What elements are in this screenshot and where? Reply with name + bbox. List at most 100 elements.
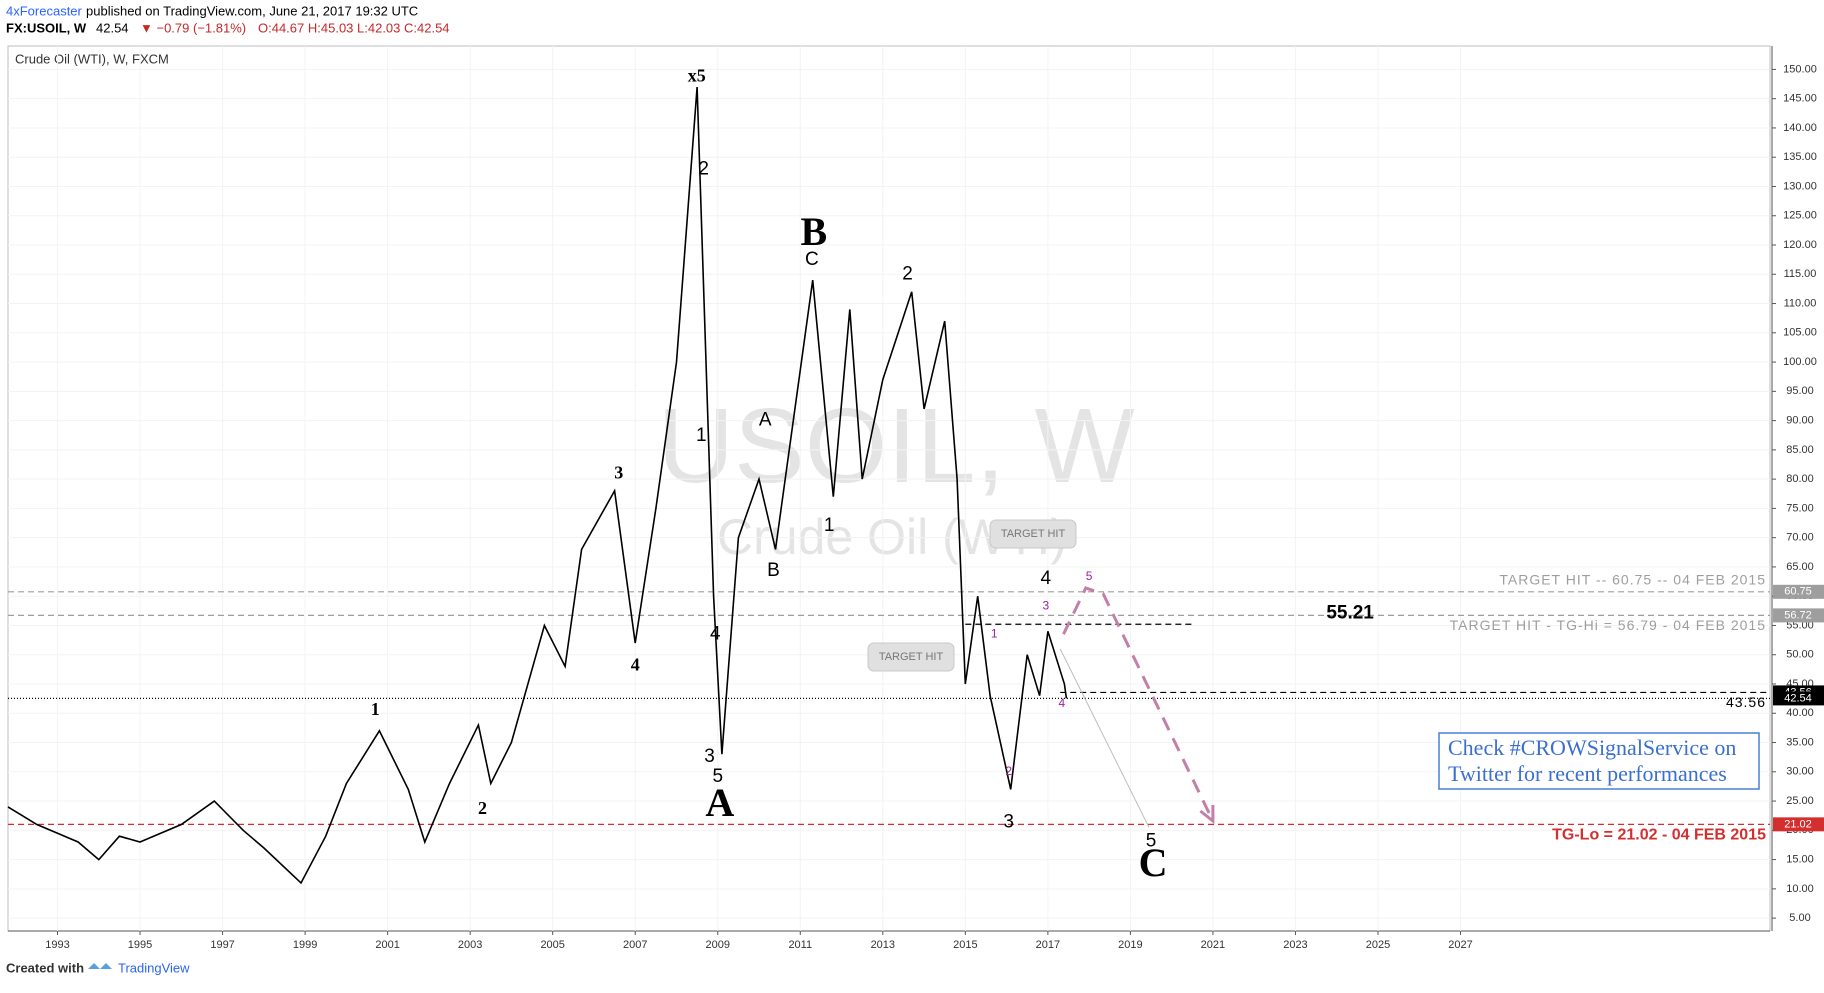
wave-label: 2 (902, 263, 913, 284)
price-box-label: 60.75 (1784, 586, 1812, 598)
y-tick-label: 15.00 (1786, 853, 1814, 865)
y-tick-label: 70.00 (1786, 532, 1814, 544)
price-box-label: 56.72 (1784, 609, 1812, 621)
y-tick-label: 115.00 (1784, 268, 1817, 280)
y-tick-label: 125.00 (1783, 210, 1817, 222)
x-tick-label: 2013 (871, 939, 895, 951)
wave-label: C (805, 249, 819, 270)
y-tick-label: 65.00 (1786, 561, 1814, 573)
wave-label: 5 (1086, 569, 1093, 583)
wave-label: 3 (614, 463, 623, 483)
ohlc: O:44.67 H:45.03 L:42.03 C:42.54 (258, 20, 450, 35)
x-tick-label: 2007 (623, 939, 647, 951)
wave-label: 3 (1042, 598, 1049, 612)
projection (1059, 648, 1150, 828)
wave-label: 5 (712, 766, 723, 787)
wave-label: 1 (371, 699, 380, 719)
wave-label: 4 (1059, 696, 1066, 710)
callout-box (867, 642, 955, 672)
change: ▼ −0.79 (−1.81%) (140, 20, 246, 35)
price-box (1773, 817, 1824, 832)
note-wrap: Check #CROWSignalService on Twitter for … (1448, 735, 1737, 786)
y-tick-label: 150.00 (1783, 63, 1817, 75)
note-box (1438, 732, 1760, 790)
y-tick-label: 80.00 (1786, 473, 1814, 485)
callout: TARGET HIT (1001, 528, 1066, 540)
y-tick-label: 75.00 (1786, 502, 1814, 514)
x-tick-label: 2027 (1448, 939, 1472, 951)
price-box (1773, 608, 1824, 623)
symbol: FX:USOIL, W (6, 20, 87, 35)
y-tick-label: 5.00 (1789, 912, 1810, 924)
wave-label: A (705, 780, 734, 825)
wave-label: 4 (1041, 568, 1052, 589)
wave-label: 4 (631, 655, 640, 675)
level-label: TARGET HIT -- 60.75 -- 04 FEB 2015 (1499, 572, 1766, 588)
level-label: TARGET HIT - TG-Hi = 56.79 - 04 FEB 2015 (1450, 617, 1766, 633)
wave-label: B (767, 560, 780, 581)
wave-label: C (1139, 840, 1168, 885)
wave-label: 2 (698, 159, 709, 180)
callout: TARGET HIT (879, 651, 944, 663)
footer-logo (88, 963, 112, 969)
plot-layer: 1993 1995 1997 1999 2001 2003 2005 2007 2009 2011… (7, 46, 1824, 951)
note: Check #CROWSignalService on Twitter for … (1448, 735, 1737, 786)
y-tick-label: 130.00 (1783, 180, 1817, 192)
x-tick-label: 2009 (706, 939, 730, 951)
chart-title: Crude Oil (WTI), W, FXCM (15, 51, 169, 66)
projection (1062, 586, 1215, 822)
wave-label: 1 (696, 425, 707, 446)
y-tick-label: 50.00 (1786, 649, 1814, 661)
wave-label: 1 (991, 626, 998, 640)
x-tick-label: 2021 (1201, 939, 1225, 951)
y-tick-label: 140.00 (1783, 122, 1817, 134)
x-tick-label: 1995 (128, 939, 152, 951)
last-price: 42.54 (96, 20, 129, 35)
wave-label: 1 (824, 515, 835, 536)
wave-label: 2 (1005, 764, 1012, 778)
wave-label: 3 (704, 746, 715, 767)
watermark: USOIL, W (657, 387, 1134, 505)
y-tick-label: 25.00 (1786, 795, 1814, 807)
x-tick-label: 2019 (1118, 939, 1142, 951)
y-tick-label: 85.00 (1786, 444, 1814, 456)
wave-label: B (801, 209, 828, 254)
callout-box (989, 519, 1077, 549)
x-tick-label: 2011 (788, 939, 812, 951)
y-tick-label: 90.00 (1786, 415, 1814, 427)
wave-label: A (759, 410, 772, 431)
published: published on TradingView.com, June 21, 2… (86, 3, 418, 18)
y-tick-label: 145.00 (1783, 93, 1817, 105)
y-tick-label: 35.00 (1786, 736, 1814, 748)
y-tick-label: 10.00 (1786, 883, 1814, 895)
projection-arrow (1199, 805, 1215, 825)
level-label: 55.21 (1326, 602, 1374, 623)
y-tick-label: 120.00 (1783, 239, 1817, 251)
x-tick-label: 2015 (953, 939, 977, 951)
level-label: 43.56 (1726, 694, 1766, 710)
x-tick-label: 1999 (293, 939, 317, 951)
y-tick-label: 105.00 (1783, 327, 1817, 339)
price-box (1773, 584, 1824, 599)
y-tick-label: 30.00 (1786, 766, 1814, 778)
y-tick-label: 135.00 (1783, 151, 1817, 163)
y-tick-label: 40.00 (1786, 707, 1814, 719)
author[interactable]: 4xForecaster (6, 3, 83, 18)
price-box (1773, 691, 1824, 706)
price-line (7, 86, 1068, 885)
x-tick-label: 2017 (1036, 939, 1060, 951)
price-box-label: 42.54 (1784, 692, 1812, 704)
footer-brand[interactable]: TradingView (118, 960, 190, 975)
y-tick-label: 95.00 (1786, 385, 1814, 397)
x-tick-label: 2001 (375, 939, 399, 951)
x-tick-label: 2005 (540, 939, 564, 951)
footer-created: Created with (6, 960, 84, 975)
wave-label: 4 (710, 623, 721, 644)
wave-label: x5 (688, 66, 706, 86)
x-tick-label: 2023 (1283, 939, 1307, 951)
x-tick-label: 1997 (210, 939, 234, 951)
wave-label: 2 (478, 798, 487, 818)
